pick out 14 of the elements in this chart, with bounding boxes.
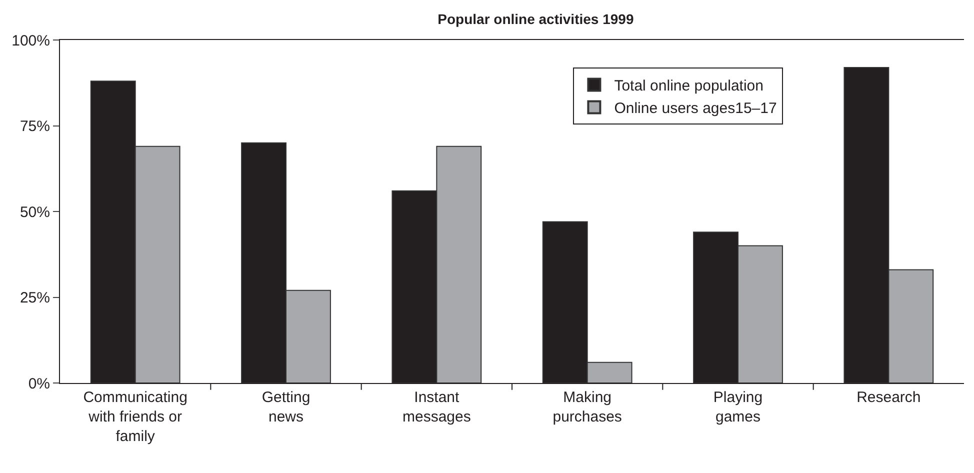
legend-label: Online users ages15–17 bbox=[614, 100, 777, 118]
x-tick-label: Making purchases bbox=[552, 389, 622, 426]
x-tick-label: Research bbox=[856, 389, 921, 406]
x-tick-label: Playing games bbox=[713, 389, 763, 426]
y-tick-label: 25% bbox=[20, 290, 50, 306]
chart-title: Popular online activities 1999 bbox=[438, 10, 634, 27]
y-tick-label: 0% bbox=[28, 375, 50, 392]
legend-label: Total online population bbox=[614, 78, 764, 95]
x-tick-label: Getting news bbox=[262, 389, 310, 426]
y-tick-label: 100% bbox=[12, 32, 50, 50]
y-tick-label: 50% bbox=[20, 204, 50, 221]
x-tick-label: Communicating with friends or family bbox=[83, 389, 188, 445]
x-tick-label: Instant messages bbox=[402, 389, 471, 426]
y-tick-label: 75% bbox=[20, 118, 50, 135]
